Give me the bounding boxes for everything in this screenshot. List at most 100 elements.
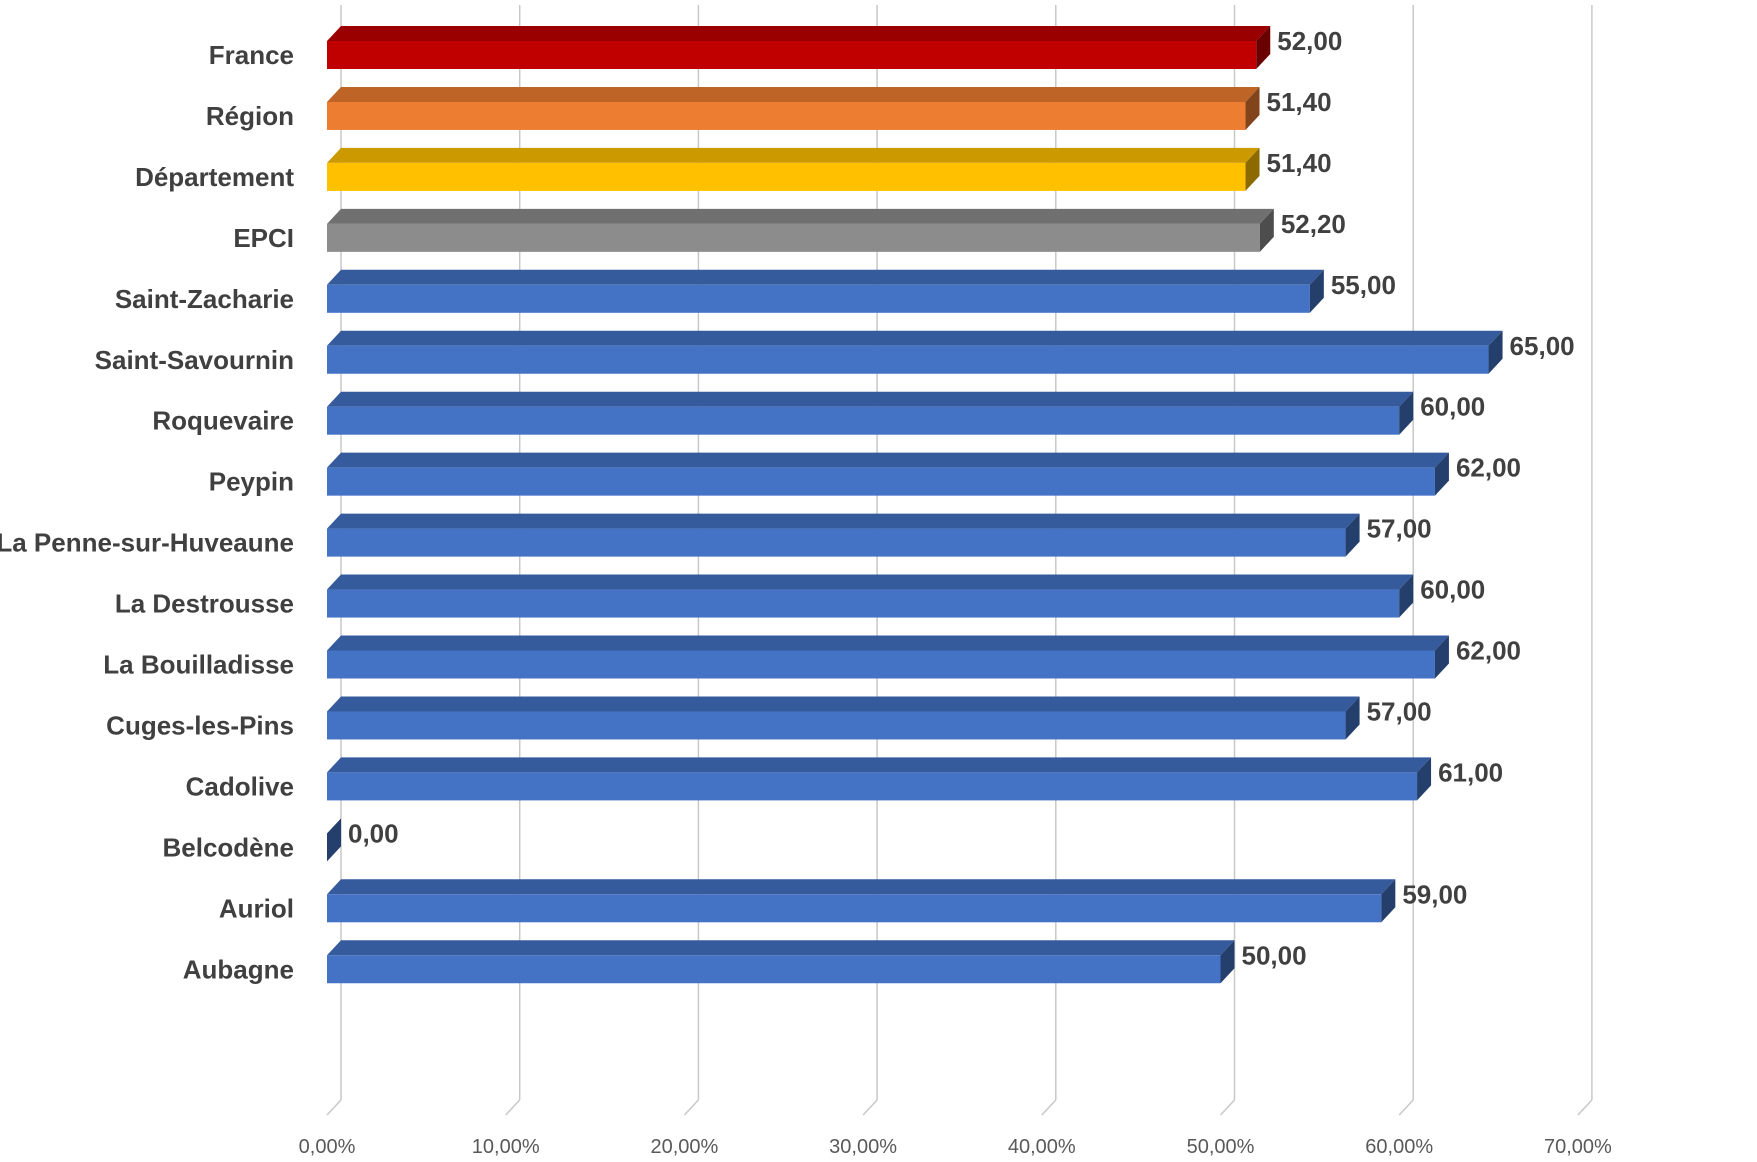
x-tick-label: 10,00% <box>472 1136 540 1158</box>
bar-side-face <box>1220 940 1235 984</box>
bar-top-face <box>327 391 1414 407</box>
value-label: 62,00 <box>1456 636 1521 666</box>
bar-side-face <box>1434 635 1449 679</box>
bar <box>327 818 341 862</box>
x-tick-label: 40,00% <box>1008 1136 1076 1158</box>
gridline-floor <box>326 1099 342 1116</box>
bar-front-face <box>327 345 1489 374</box>
bar-top-face <box>327 330 1503 346</box>
bar-front-face <box>327 406 1400 435</box>
x-tick-label: 70,00% <box>1544 1136 1612 1158</box>
bar-front-face <box>327 955 1221 984</box>
category-label: EPCI <box>233 223 294 253</box>
bar <box>327 879 1396 923</box>
bar-front-face <box>327 528 1346 557</box>
bar-side-face <box>1434 452 1449 496</box>
x-axis-ticks: 0,00% 10,00% 20,00% 30,00% 40,00% 50,00% 60,00… <box>299 1136 1612 1158</box>
gridline-floor <box>1041 1099 1057 1116</box>
bar-front-face <box>327 650 1435 679</box>
value-label: 57,00 <box>1367 696 1432 726</box>
bar-side-face <box>1245 86 1260 130</box>
category-labels: France Région Département EPCI Saint-Zachari… <box>0 40 294 984</box>
bar-side-face <box>1259 208 1274 252</box>
bar <box>327 269 1324 313</box>
gridline-floor <box>1398 1099 1414 1116</box>
value-label: 61,00 <box>1438 757 1503 787</box>
value-label: 0,00 <box>348 818 399 848</box>
bar-front-face <box>327 284 1310 313</box>
bar-top-face <box>327 26 1271 41</box>
bar-top-face <box>327 86 1260 102</box>
bar-side-face <box>1399 391 1414 435</box>
bar-front-face <box>327 162 1246 191</box>
value-label: 60,00 <box>1420 392 1485 422</box>
gridline-floor <box>862 1099 878 1116</box>
bar <box>327 147 1260 191</box>
bar-top-face <box>327 452 1449 468</box>
bar-front-face <box>327 772 1418 801</box>
bar <box>327 574 1414 618</box>
bar-front-face <box>327 101 1246 130</box>
bar <box>327 330 1503 374</box>
category-label: Saint-Zacharie <box>115 284 294 314</box>
category-label: Saint-Savournin <box>95 345 294 375</box>
bar-front-face <box>327 711 1346 740</box>
bar-side-face <box>1245 147 1260 191</box>
value-label: 51,40 <box>1267 87 1332 117</box>
bar <box>327 696 1360 740</box>
bar <box>327 26 1271 69</box>
value-label: 62,00 <box>1456 453 1521 483</box>
bar-side-face <box>1345 513 1360 557</box>
bar-top-face <box>327 208 1274 224</box>
category-label: Auriol <box>219 893 294 923</box>
bar <box>327 940 1235 984</box>
bar <box>327 391 1414 435</box>
bar-top-face <box>327 757 1432 773</box>
bar-side-face <box>1417 757 1432 801</box>
gridline-floor <box>683 1099 699 1116</box>
bar <box>327 513 1360 557</box>
bar-front-face <box>327 467 1435 496</box>
category-label: Département <box>135 162 294 192</box>
bar <box>327 452 1449 496</box>
x-tick-label: 60,00% <box>1365 1136 1433 1158</box>
bar-top-face <box>327 269 1324 285</box>
bar-side-face <box>1256 26 1271 69</box>
value-label: 65,00 <box>1510 331 1575 361</box>
category-label: La Penne-sur-Huveaune <box>0 528 294 558</box>
value-label: 52,00 <box>1277 26 1342 56</box>
gridline-floor <box>1219 1099 1236 1116</box>
value-label: 50,00 <box>1242 940 1307 970</box>
value-label: 57,00 <box>1367 514 1432 544</box>
bar-top-face <box>327 513 1360 529</box>
category-label: Peypin <box>209 467 294 497</box>
category-label: Roquevaire <box>152 406 294 436</box>
value-label: 52,20 <box>1281 209 1346 239</box>
bar-side-face <box>1488 330 1503 374</box>
bar-top-face <box>327 147 1260 163</box>
category-label: La Bouilladisse <box>103 650 294 680</box>
gridline-floor <box>505 1099 521 1116</box>
bar-top-face <box>327 635 1449 651</box>
x-tick-label: 30,00% <box>829 1136 897 1158</box>
bar-front-face <box>327 223 1260 252</box>
gridline-floor <box>1577 1099 1593 1116</box>
bar-top-face <box>327 940 1235 956</box>
category-label: La Destrousse <box>115 589 294 619</box>
category-label: Aubagne <box>183 954 294 984</box>
bar-front-face <box>327 589 1400 618</box>
bar <box>327 635 1449 679</box>
bar-side-face <box>1309 269 1324 313</box>
value-labels: 52,00 51,40 51,40 52,20 55,00 65,00 60,00 62,00… <box>348 26 1575 970</box>
bar <box>327 208 1274 252</box>
bars <box>327 26 1503 984</box>
value-label: 60,00 <box>1420 575 1485 605</box>
bar-side-face <box>1399 574 1414 618</box>
category-label: Région <box>206 101 294 131</box>
bar-side-face <box>1345 696 1360 740</box>
x-tick-label: 0,00% <box>299 1136 356 1158</box>
x-tick-label: 50,00% <box>1187 1136 1255 1158</box>
bar-front-face <box>327 41 1257 69</box>
bar-side-face <box>327 818 341 862</box>
